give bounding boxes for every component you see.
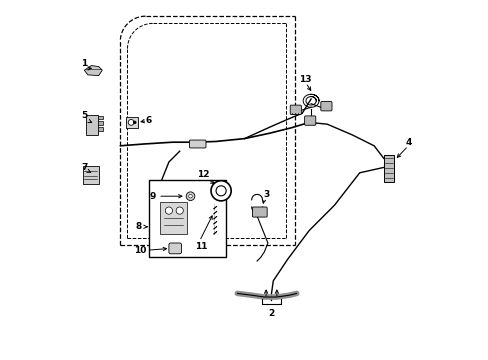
FancyBboxPatch shape bbox=[320, 102, 331, 111]
Bar bbox=[383, 155, 393, 182]
Circle shape bbox=[211, 181, 231, 201]
FancyBboxPatch shape bbox=[168, 243, 181, 254]
Circle shape bbox=[216, 186, 225, 196]
Text: 11: 11 bbox=[195, 242, 207, 251]
Text: 13: 13 bbox=[299, 75, 311, 84]
Bar bbox=[125, 117, 138, 128]
FancyBboxPatch shape bbox=[304, 116, 315, 125]
Bar bbox=[98, 121, 103, 125]
Circle shape bbox=[186, 192, 194, 201]
Circle shape bbox=[188, 194, 192, 198]
Polygon shape bbox=[84, 66, 102, 76]
Text: 6: 6 bbox=[146, 116, 152, 125]
Circle shape bbox=[165, 207, 172, 214]
Text: 7: 7 bbox=[81, 163, 87, 172]
Text: 1: 1 bbox=[81, 59, 87, 68]
FancyBboxPatch shape bbox=[189, 140, 205, 148]
Text: 5: 5 bbox=[81, 111, 87, 120]
FancyBboxPatch shape bbox=[252, 207, 266, 217]
Circle shape bbox=[133, 121, 136, 124]
Circle shape bbox=[176, 207, 183, 214]
FancyBboxPatch shape bbox=[85, 115, 98, 135]
Bar bbox=[98, 127, 103, 131]
Text: 9: 9 bbox=[149, 192, 156, 201]
Text: 3: 3 bbox=[263, 190, 269, 199]
Bar bbox=[98, 116, 103, 119]
FancyBboxPatch shape bbox=[289, 105, 301, 114]
Bar bbox=[160, 202, 186, 234]
Text: 10: 10 bbox=[134, 246, 146, 255]
Text: 8: 8 bbox=[135, 222, 141, 231]
Bar bbox=[149, 180, 226, 257]
Bar bbox=[82, 166, 99, 184]
Text: 12: 12 bbox=[197, 170, 209, 179]
Circle shape bbox=[128, 120, 134, 125]
Text: 2: 2 bbox=[268, 309, 274, 318]
Text: 4: 4 bbox=[404, 138, 410, 147]
